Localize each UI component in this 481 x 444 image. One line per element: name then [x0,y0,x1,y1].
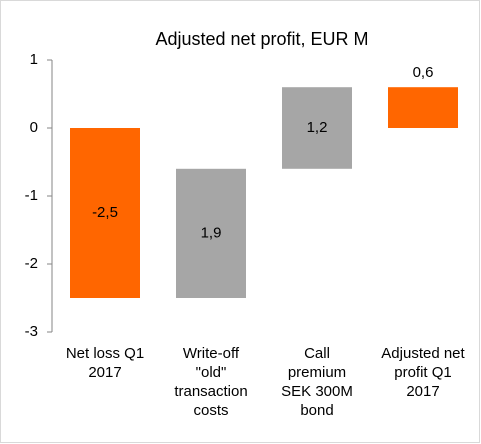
bar [388,87,458,128]
bar [176,168,246,298]
bar [70,128,140,298]
value-label: 0,6 [413,64,434,81]
value-label: -2,5 [92,204,118,221]
y-tick-label: 0 [30,119,38,136]
value-label: 1,9 [201,224,222,241]
y-tick-label: 1 [30,51,38,68]
y-tick-label: -1 [25,187,38,204]
value-label: 1,2 [307,119,328,136]
bar [282,87,352,169]
y-tick-label: -3 [25,323,38,340]
x-tick-label: Call premium SEK 300M bond [281,345,353,419]
y-tick-label: -2 [25,255,38,272]
x-tick-label: Adjusted net profit Q1 2017 [381,345,465,400]
chart-title: Adjusted net profit, EUR M [155,29,368,49]
x-tick-label: Net loss Q1 2017 [65,345,145,381]
x-tick-label: Write-off "old" transaction costs [174,345,248,419]
